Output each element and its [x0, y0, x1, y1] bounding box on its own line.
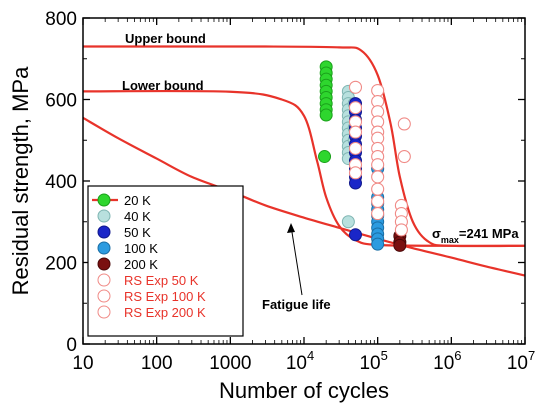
x-tick-base: 10 — [359, 353, 380, 374]
legend-marker-rs-exp-100-k — [97, 289, 111, 303]
legend-marker-20-k — [97, 193, 111, 207]
point-rs-exp-200-k — [397, 117, 411, 131]
x-tick-exponent: 7 — [528, 348, 535, 363]
x-tick-label: 100 — [141, 353, 173, 374]
sigma-symbol: σ — [432, 226, 441, 241]
legend-marker-100-k — [97, 241, 111, 255]
lower-bound-label: Lower bound — [122, 78, 204, 93]
point-20-k — [319, 108, 333, 122]
legend-marker-40-k — [97, 209, 111, 223]
x-tick-base: 10 — [286, 353, 307, 374]
fatigue-life-arrowhead — [287, 223, 295, 233]
x-tick-label: 105 — [359, 348, 387, 374]
point-rs-exp-100-k — [371, 182, 385, 196]
point-50-k — [348, 228, 362, 242]
y-tick-label: 200 — [45, 254, 77, 275]
point-rs-exp-50-k — [348, 101, 363, 115]
legend-label-rs-exp-200-k: RS Exp 200 K — [124, 305, 206, 320]
point-rs-exp-50-k — [348, 166, 363, 180]
legend-label-20-k: 20 K — [124, 193, 151, 208]
legend-label-100-k: 100 K — [124, 241, 158, 256]
x-tick-exponent: 5 — [381, 348, 388, 363]
legend-marker-50-k — [97, 225, 111, 239]
fatigue-life-curve — [82, 116, 526, 277]
sigma-value: =241 MPa — [459, 226, 519, 241]
x-tick-label: 104 — [286, 348, 314, 374]
y-tick-label: 600 — [45, 91, 77, 112]
legend-label-50-k: 50 K — [124, 225, 151, 240]
sigma-subscript: max — [441, 235, 459, 245]
point-200-k — [393, 238, 407, 252]
x-tick-base: 10 — [507, 353, 528, 374]
x-tick-exponent: 6 — [454, 348, 461, 363]
x-tick-base: 10 — [433, 353, 454, 374]
legend-label-40-k: 40 K — [124, 209, 151, 224]
upper-bound-curve — [82, 45, 526, 248]
point-rs-exp-100-k — [371, 83, 385, 98]
fatigue-life-label: Fatigue life — [262, 297, 331, 312]
legend-label-200-k: 200 K — [124, 257, 158, 272]
x-tick-label: 1000 — [209, 353, 251, 374]
legend-marker-rs-exp-200-k — [97, 305, 111, 319]
legend-label-rs-exp-50-k: RS Exp 50 K — [124, 273, 199, 288]
upper-bound-label: Upper bound — [125, 31, 206, 46]
legend-box — [87, 185, 244, 337]
point-20-k — [318, 150, 332, 164]
point-rs-exp-50-k — [348, 125, 363, 139]
point-rs-exp-100-k — [371, 194, 385, 208]
point-rs-exp-200-k — [394, 223, 408, 237]
sigma-max-label: σmax=241 MPa — [432, 226, 519, 245]
y-tick-label: 400 — [45, 172, 77, 193]
legend-marker-rs-exp-50-k — [97, 273, 111, 287]
point-rs-exp-100-k — [371, 207, 385, 221]
x-tick-label: 106 — [433, 348, 461, 374]
point-rs-exp-50-k — [348, 141, 363, 155]
point-rs-exp-50-k — [348, 80, 363, 94]
point-40-k — [341, 215, 355, 229]
points-layer — [318, 60, 411, 252]
point-rs-exp-200-k — [397, 150, 411, 164]
legend-marker-200-k — [97, 257, 111, 271]
y-tick-label: 0 — [66, 335, 77, 356]
point-rs-exp-100-k — [371, 158, 385, 172]
legend-label-rs-exp-100-k: RS Exp 100 K — [124, 289, 206, 304]
fatigue-life-arrow — [290, 225, 303, 296]
point-100-k — [371, 237, 385, 251]
x-tick-label: 10 — [72, 353, 93, 374]
y-axis-title: Residual strength, MPa — [8, 66, 33, 295]
x-tick-label: 107 — [507, 348, 535, 374]
point-rs-exp-100-k — [371, 170, 385, 184]
y-tick-label: 800 — [45, 9, 77, 30]
x-axis-title: Number of cycles — [219, 378, 389, 403]
x-tick-exponent: 4 — [307, 348, 314, 363]
